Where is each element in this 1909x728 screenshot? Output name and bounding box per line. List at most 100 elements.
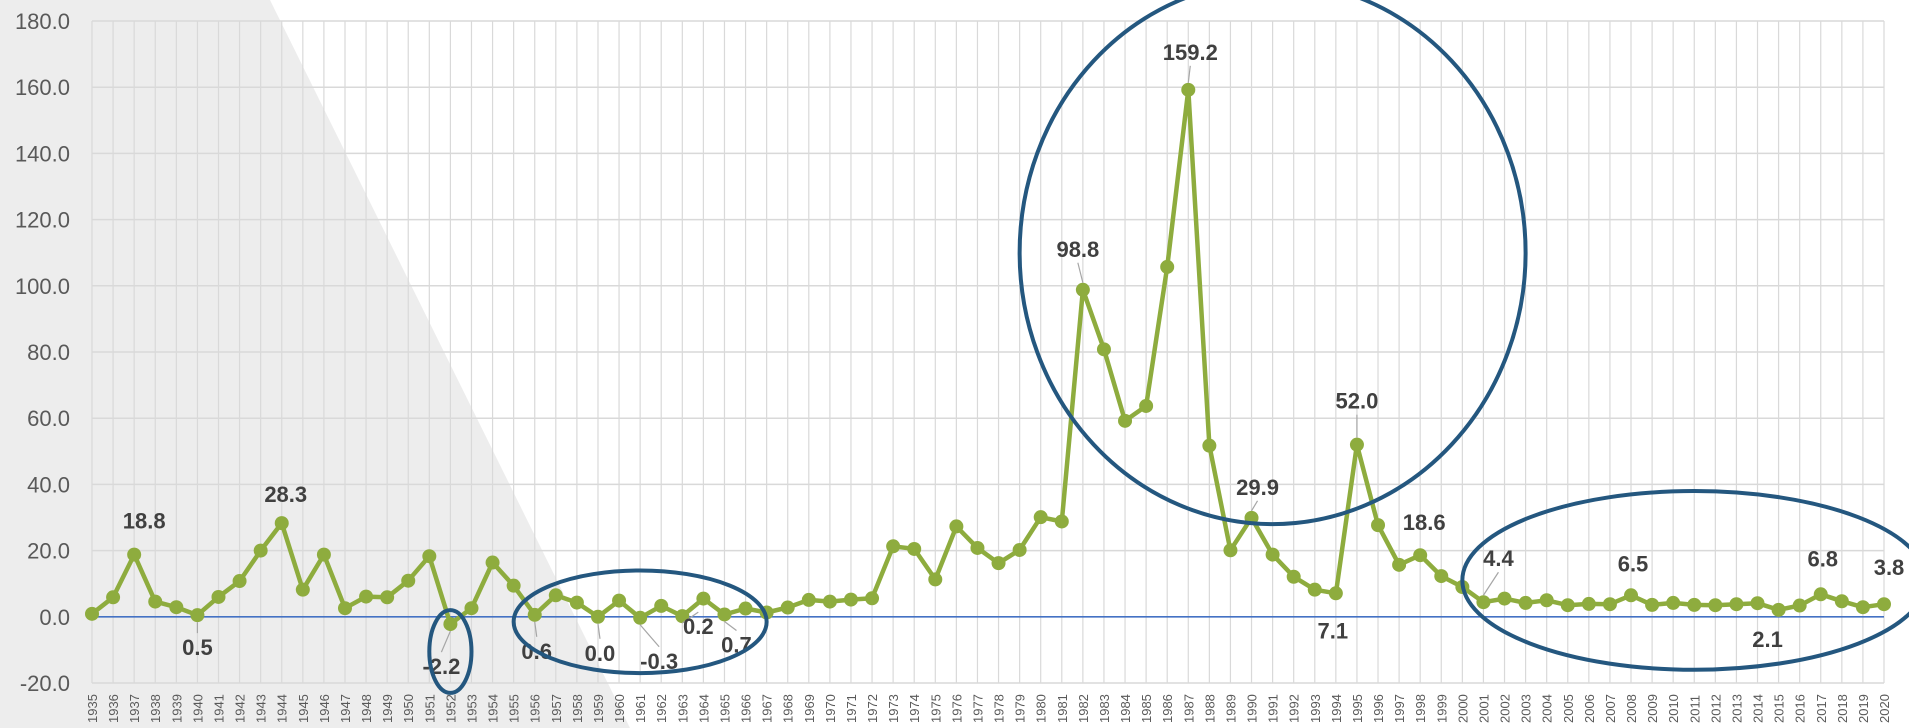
- x-tick-label: 1992: [1287, 694, 1302, 723]
- x-tick-label: 1990: [1245, 694, 1260, 723]
- data-label: 159.2: [1163, 40, 1218, 65]
- data-point: [717, 607, 732, 622]
- data-label: 0.2: [683, 614, 714, 639]
- x-tick-label: 1980: [1034, 694, 1049, 723]
- highlight-ellipse: [1017, 0, 1528, 527]
- data-point: [1286, 569, 1301, 584]
- y-tick-label: 100.0: [15, 274, 70, 299]
- x-tick-label: 1946: [317, 694, 332, 723]
- x-tick-label: 1972: [865, 694, 880, 723]
- data-point: [1434, 569, 1449, 584]
- x-tick-label: 1949: [380, 694, 395, 723]
- data-point: [1834, 594, 1849, 609]
- data-label: 18.6: [1403, 510, 1446, 535]
- data-point: [1392, 557, 1407, 572]
- x-tick-label: 1995: [1350, 694, 1365, 723]
- y-tick-label: 180.0: [15, 9, 70, 34]
- label-leader-line: [681, 611, 699, 624]
- x-tick-label: 1962: [654, 694, 669, 723]
- x-tick-label: 1989: [1223, 694, 1238, 723]
- label-leaders: [196, 65, 1499, 653]
- data-point: [1602, 597, 1617, 612]
- data-point: [1328, 586, 1343, 601]
- data-point: [1160, 259, 1175, 274]
- x-tick-label: 1994: [1329, 694, 1344, 723]
- x-tick-label: 1937: [127, 694, 142, 723]
- data-point: [569, 595, 584, 610]
- data-point: [85, 606, 99, 621]
- x-tick-label: 1952: [443, 694, 458, 723]
- y-tick-label: -20.0: [20, 671, 70, 696]
- data-label: 98.8: [1056, 237, 1099, 262]
- data-point: [865, 591, 880, 606]
- data-point: [1581, 596, 1596, 611]
- data-point: [548, 588, 563, 603]
- data-point: [1750, 596, 1765, 611]
- data-point: [1012, 542, 1027, 557]
- x-tick-label: 1998: [1413, 694, 1428, 723]
- data-point: [1666, 595, 1681, 610]
- x-tick-label: 2003: [1519, 694, 1534, 723]
- data-point: [738, 601, 753, 616]
- data-point: [401, 573, 416, 588]
- label-leader-line: [1187, 65, 1191, 83]
- x-tick-label: 1965: [717, 694, 732, 723]
- data-point: [232, 574, 247, 589]
- x-tick-label: 1961: [633, 694, 648, 723]
- data-point: [443, 617, 458, 632]
- x-tick-label: 1954: [486, 694, 501, 723]
- x-tick-label: 2010: [1666, 694, 1681, 723]
- y-tick-label: 140.0: [15, 141, 70, 166]
- data-point: [696, 591, 711, 606]
- x-tick-label: 1974: [907, 694, 922, 723]
- data-label: 2.1: [1752, 627, 1783, 652]
- data-point: [380, 590, 395, 605]
- data-point: [1877, 597, 1891, 612]
- data-point: [801, 592, 816, 607]
- data-point: [1413, 548, 1428, 563]
- x-tick-label: 1957: [549, 694, 564, 723]
- label-leader-line: [724, 621, 737, 631]
- x-tick-label: 1955: [507, 694, 522, 723]
- x-tick-label: 1979: [1013, 694, 1028, 723]
- data-point: [928, 572, 943, 587]
- y-tick-label: 40.0: [27, 472, 70, 497]
- highlight-ellipses: [427, 0, 1909, 695]
- data-point: [886, 539, 901, 554]
- x-tick-label: 1942: [233, 694, 248, 723]
- highlight-ellipse: [511, 568, 769, 676]
- x-tick-label: 1935: [85, 694, 100, 723]
- data-point: [1560, 598, 1575, 613]
- data-point: [1855, 600, 1870, 615]
- y-tick-label: 20.0: [27, 539, 70, 564]
- x-tick-label: 1997: [1392, 694, 1407, 723]
- data-point: [822, 594, 837, 609]
- data-point: [1771, 602, 1786, 617]
- x-tick-label: 2004: [1540, 694, 1555, 723]
- x-tick-label: 1975: [928, 694, 943, 723]
- data-point: [211, 589, 226, 604]
- x-tick-label: 1973: [886, 694, 901, 723]
- x-tick-label: 2017: [1814, 694, 1829, 723]
- data-point: [190, 608, 205, 623]
- data-point: [1371, 518, 1386, 533]
- x-tick-label: 2019: [1856, 694, 1871, 723]
- y-tick-label: 80.0: [27, 340, 70, 365]
- data-point: [1033, 510, 1048, 525]
- label-leader-line: [534, 621, 538, 637]
- x-tick-label: 1977: [970, 694, 985, 723]
- data-point: [1118, 413, 1133, 428]
- data-point: [1539, 593, 1554, 608]
- x-tick-label: 1964: [696, 694, 711, 723]
- data-label: 28.3: [264, 482, 307, 507]
- y-tick-label: 0.0: [39, 605, 70, 630]
- data-point: [633, 610, 648, 625]
- x-tick-label: 1987: [1181, 694, 1196, 723]
- x-tick-label: 1999: [1434, 694, 1449, 723]
- x-tick-label: 1969: [802, 694, 817, 723]
- data-point: [991, 556, 1006, 571]
- x-tick-label: 2009: [1645, 694, 1660, 723]
- x-tick-label: 1986: [1160, 694, 1175, 723]
- data-point: [1729, 597, 1744, 612]
